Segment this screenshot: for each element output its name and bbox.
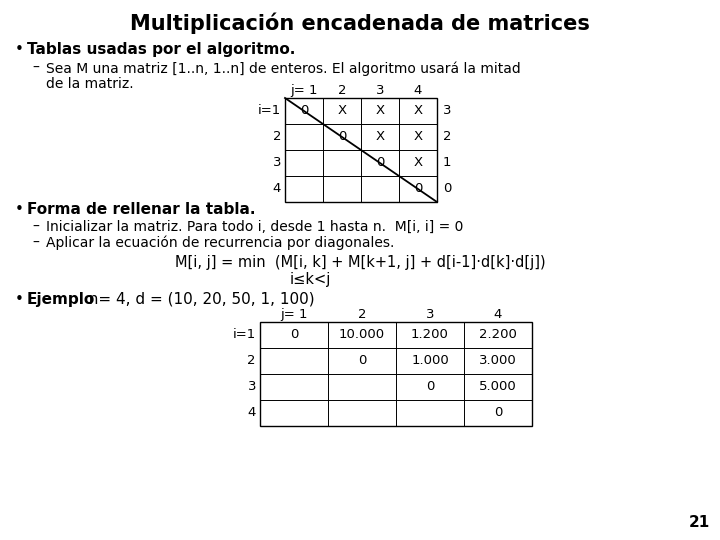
Text: Tablas usadas por el algoritmo.: Tablas usadas por el algoritmo. bbox=[27, 42, 295, 57]
Text: 1: 1 bbox=[443, 157, 451, 170]
Text: i≤k<j: i≤k<j bbox=[289, 272, 330, 287]
Text: 10.000: 10.000 bbox=[339, 328, 385, 341]
Text: 3.000: 3.000 bbox=[479, 354, 517, 368]
Text: –: – bbox=[32, 61, 39, 75]
Text: 1.200: 1.200 bbox=[411, 328, 449, 341]
Text: j= 1: j= 1 bbox=[290, 84, 318, 97]
Text: X: X bbox=[338, 105, 346, 118]
Text: –: – bbox=[32, 236, 39, 250]
Text: 1.000: 1.000 bbox=[411, 354, 449, 368]
Text: 2.200: 2.200 bbox=[479, 328, 517, 341]
Text: 0: 0 bbox=[494, 407, 502, 420]
Text: X: X bbox=[375, 131, 384, 144]
Text: 0: 0 bbox=[338, 131, 346, 144]
Text: X: X bbox=[413, 157, 423, 170]
Text: 3: 3 bbox=[443, 105, 451, 118]
Text: Ejemplo: Ejemplo bbox=[27, 292, 95, 307]
Text: . n= 4, d = (10, 20, 50, 1, 100): . n= 4, d = (10, 20, 50, 1, 100) bbox=[79, 292, 315, 307]
Text: 2: 2 bbox=[443, 131, 451, 144]
Text: 3: 3 bbox=[376, 84, 384, 97]
Text: 0: 0 bbox=[443, 183, 451, 195]
Text: 5.000: 5.000 bbox=[479, 381, 517, 394]
Text: 4: 4 bbox=[248, 407, 256, 420]
Text: 0: 0 bbox=[290, 328, 298, 341]
Text: j= 1: j= 1 bbox=[280, 308, 307, 321]
Text: •: • bbox=[15, 292, 24, 307]
Text: 4: 4 bbox=[273, 183, 281, 195]
Text: 2: 2 bbox=[248, 354, 256, 368]
Text: –: – bbox=[32, 220, 39, 234]
Text: X: X bbox=[413, 105, 423, 118]
Text: Sea M una matriz [1..n, 1..n] de enteros. El algoritmo usará la mitad: Sea M una matriz [1..n, 1..n] de enteros… bbox=[46, 61, 521, 76]
Text: 0: 0 bbox=[414, 183, 422, 195]
Text: X: X bbox=[413, 131, 423, 144]
Text: 0: 0 bbox=[376, 157, 384, 170]
Text: 3: 3 bbox=[272, 157, 281, 170]
Text: 0: 0 bbox=[426, 381, 434, 394]
Text: i=1: i=1 bbox=[258, 105, 281, 118]
Text: 0: 0 bbox=[358, 354, 366, 368]
Text: 3: 3 bbox=[248, 381, 256, 394]
Text: •: • bbox=[15, 42, 24, 57]
Text: 2: 2 bbox=[358, 308, 366, 321]
Text: 4: 4 bbox=[414, 84, 422, 97]
Text: i=1: i=1 bbox=[233, 328, 256, 341]
Text: Inicializar la matriz. Para todo i, desde 1 hasta n.  M[i, i] = 0: Inicializar la matriz. Para todo i, desd… bbox=[46, 220, 464, 234]
Text: Aplicar la ecuación de recurrencia por diagonales.: Aplicar la ecuación de recurrencia por d… bbox=[46, 236, 395, 251]
Text: •: • bbox=[15, 202, 24, 217]
Bar bbox=[260, 322, 532, 426]
Text: 2: 2 bbox=[338, 84, 346, 97]
Text: 2: 2 bbox=[272, 131, 281, 144]
Text: 4: 4 bbox=[494, 308, 502, 321]
Text: X: X bbox=[375, 105, 384, 118]
Bar bbox=[285, 98, 437, 202]
Text: Forma de rellenar la tabla.: Forma de rellenar la tabla. bbox=[27, 202, 256, 217]
Text: Multiplicación encadenada de matrices: Multiplicación encadenada de matrices bbox=[130, 12, 590, 33]
Text: de la matriz.: de la matriz. bbox=[46, 77, 134, 91]
Text: M[i, j] = min  (M[i, k] + M[k+1, j] + d[i-1]·d[k]·d[j]): M[i, j] = min (M[i, k] + M[k+1, j] + d[i… bbox=[175, 255, 545, 270]
Text: 21: 21 bbox=[689, 515, 710, 530]
Text: 3: 3 bbox=[426, 308, 434, 321]
Text: 0: 0 bbox=[300, 105, 308, 118]
